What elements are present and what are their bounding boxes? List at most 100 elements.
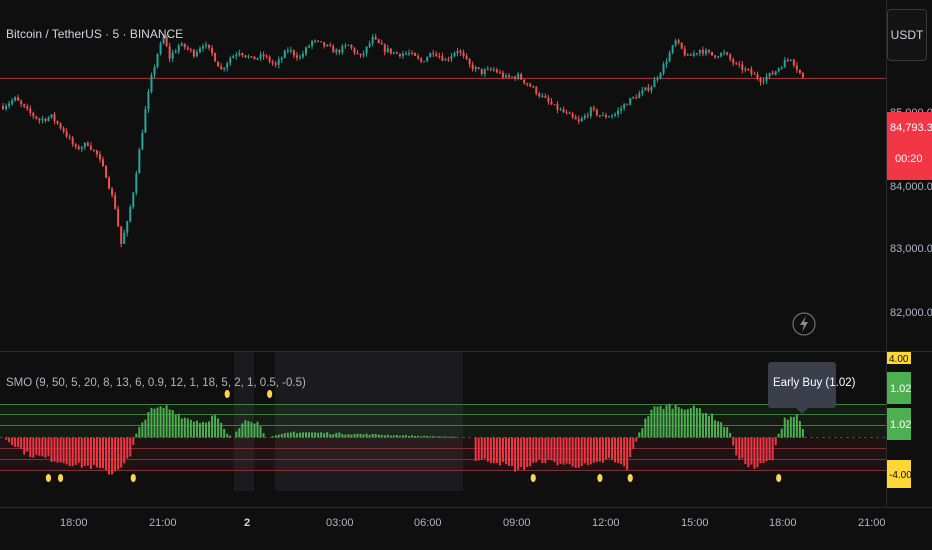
candle (156, 54, 159, 68)
candle (198, 48, 201, 53)
histogram-bar (674, 404, 677, 438)
time-label: 09:00 (503, 517, 531, 529)
histogram-bar (523, 437, 526, 471)
histogram-bar (47, 437, 50, 457)
candle (168, 46, 171, 59)
histogram-bar (417, 435, 420, 438)
signal-dot-bottom (627, 474, 633, 482)
histogram-bar (801, 428, 804, 438)
candle (683, 48, 686, 56)
candle (598, 115, 601, 117)
candle (489, 68, 492, 71)
candle (429, 52, 432, 58)
histogram-bar (189, 419, 192, 438)
currency-button[interactable]: USDT (887, 9, 927, 61)
histogram-bar (326, 432, 329, 438)
candle (305, 47, 307, 54)
lightning-icon[interactable] (792, 312, 816, 336)
candle (59, 123, 62, 129)
candle (377, 39, 380, 44)
candle (374, 36, 377, 40)
histogram-bar (404, 435, 407, 438)
histogram-bar (538, 437, 541, 460)
histogram-bar (35, 437, 38, 455)
candle (580, 118, 583, 122)
time-label: 12:00 (592, 517, 620, 529)
symbol-title[interactable]: Bitcoin / TetherUS · 5 · BINANCE (6, 27, 184, 41)
histogram-bar (489, 437, 492, 464)
candle (132, 192, 135, 208)
candle (283, 50, 286, 58)
histogram-bar (762, 437, 765, 464)
candle (462, 52, 465, 56)
candle (383, 44, 386, 52)
histogram-bar (308, 432, 311, 438)
histogram-bar (492, 437, 495, 464)
histogram-bar (244, 420, 247, 438)
histogram-bar (774, 437, 777, 446)
candle (368, 43, 371, 47)
indicator-label[interactable]: SMO (9, 50, 5, 20, 8, 13, 6, 0.9, 12, 1,… (6, 377, 306, 389)
candle (511, 76, 514, 78)
signal-dot-top (267, 390, 273, 398)
histogram-bar (208, 421, 211, 438)
candle (105, 165, 108, 178)
candle (362, 53, 365, 56)
histogram-bar (723, 427, 726, 438)
histogram-bar (380, 434, 383, 438)
histogram-bar (535, 437, 538, 463)
histogram-bar (620, 437, 623, 465)
candle (514, 76, 517, 79)
candle (801, 72, 804, 78)
candle (401, 53, 404, 57)
candle (323, 42, 326, 47)
histogram-bar (5, 437, 8, 440)
candle (147, 91, 150, 110)
histogram-bar (11, 437, 14, 446)
candle (44, 118, 47, 121)
histogram-bar (650, 409, 653, 438)
histogram-bar (732, 437, 735, 446)
candle (635, 97, 638, 99)
histogram-bar (126, 437, 129, 459)
time-label: 03:00 (326, 517, 354, 529)
candle (8, 103, 11, 107)
histogram-bar (704, 413, 707, 438)
candle (347, 44, 350, 46)
candle (735, 63, 738, 65)
histogram-bar (132, 437, 135, 446)
histogram-bar (250, 422, 253, 438)
histogram-bar (665, 405, 668, 438)
candles-layer[interactable] (2, 33, 804, 248)
candle (14, 97, 17, 101)
histogram-bar (53, 437, 56, 462)
histogram-bar (117, 437, 120, 470)
histogram-bar (259, 426, 262, 438)
histogram-bar (656, 406, 659, 438)
histogram-bar (26, 437, 29, 452)
candle (50, 114, 53, 118)
histogram-bar (729, 432, 732, 438)
histogram-bar (329, 434, 332, 438)
candle (165, 36, 168, 47)
histogram-bar (756, 437, 759, 468)
candle (611, 115, 614, 117)
candle (559, 109, 562, 111)
histogram-bar (707, 415, 710, 438)
histogram-bar (153, 408, 156, 438)
candle (356, 52, 359, 54)
histogram-bar (392, 435, 395, 438)
histogram-bar (447, 436, 450, 438)
histogram-bar (147, 411, 150, 438)
histogram-bar (395, 434, 398, 438)
candle (141, 132, 144, 150)
histogram-bar (701, 413, 704, 438)
histogram-bar (744, 437, 747, 465)
candle (529, 84, 532, 87)
histogram-bar (238, 428, 241, 438)
histogram-bar (229, 435, 232, 438)
candle (750, 69, 753, 74)
candle (553, 104, 556, 106)
candle (589, 107, 592, 116)
